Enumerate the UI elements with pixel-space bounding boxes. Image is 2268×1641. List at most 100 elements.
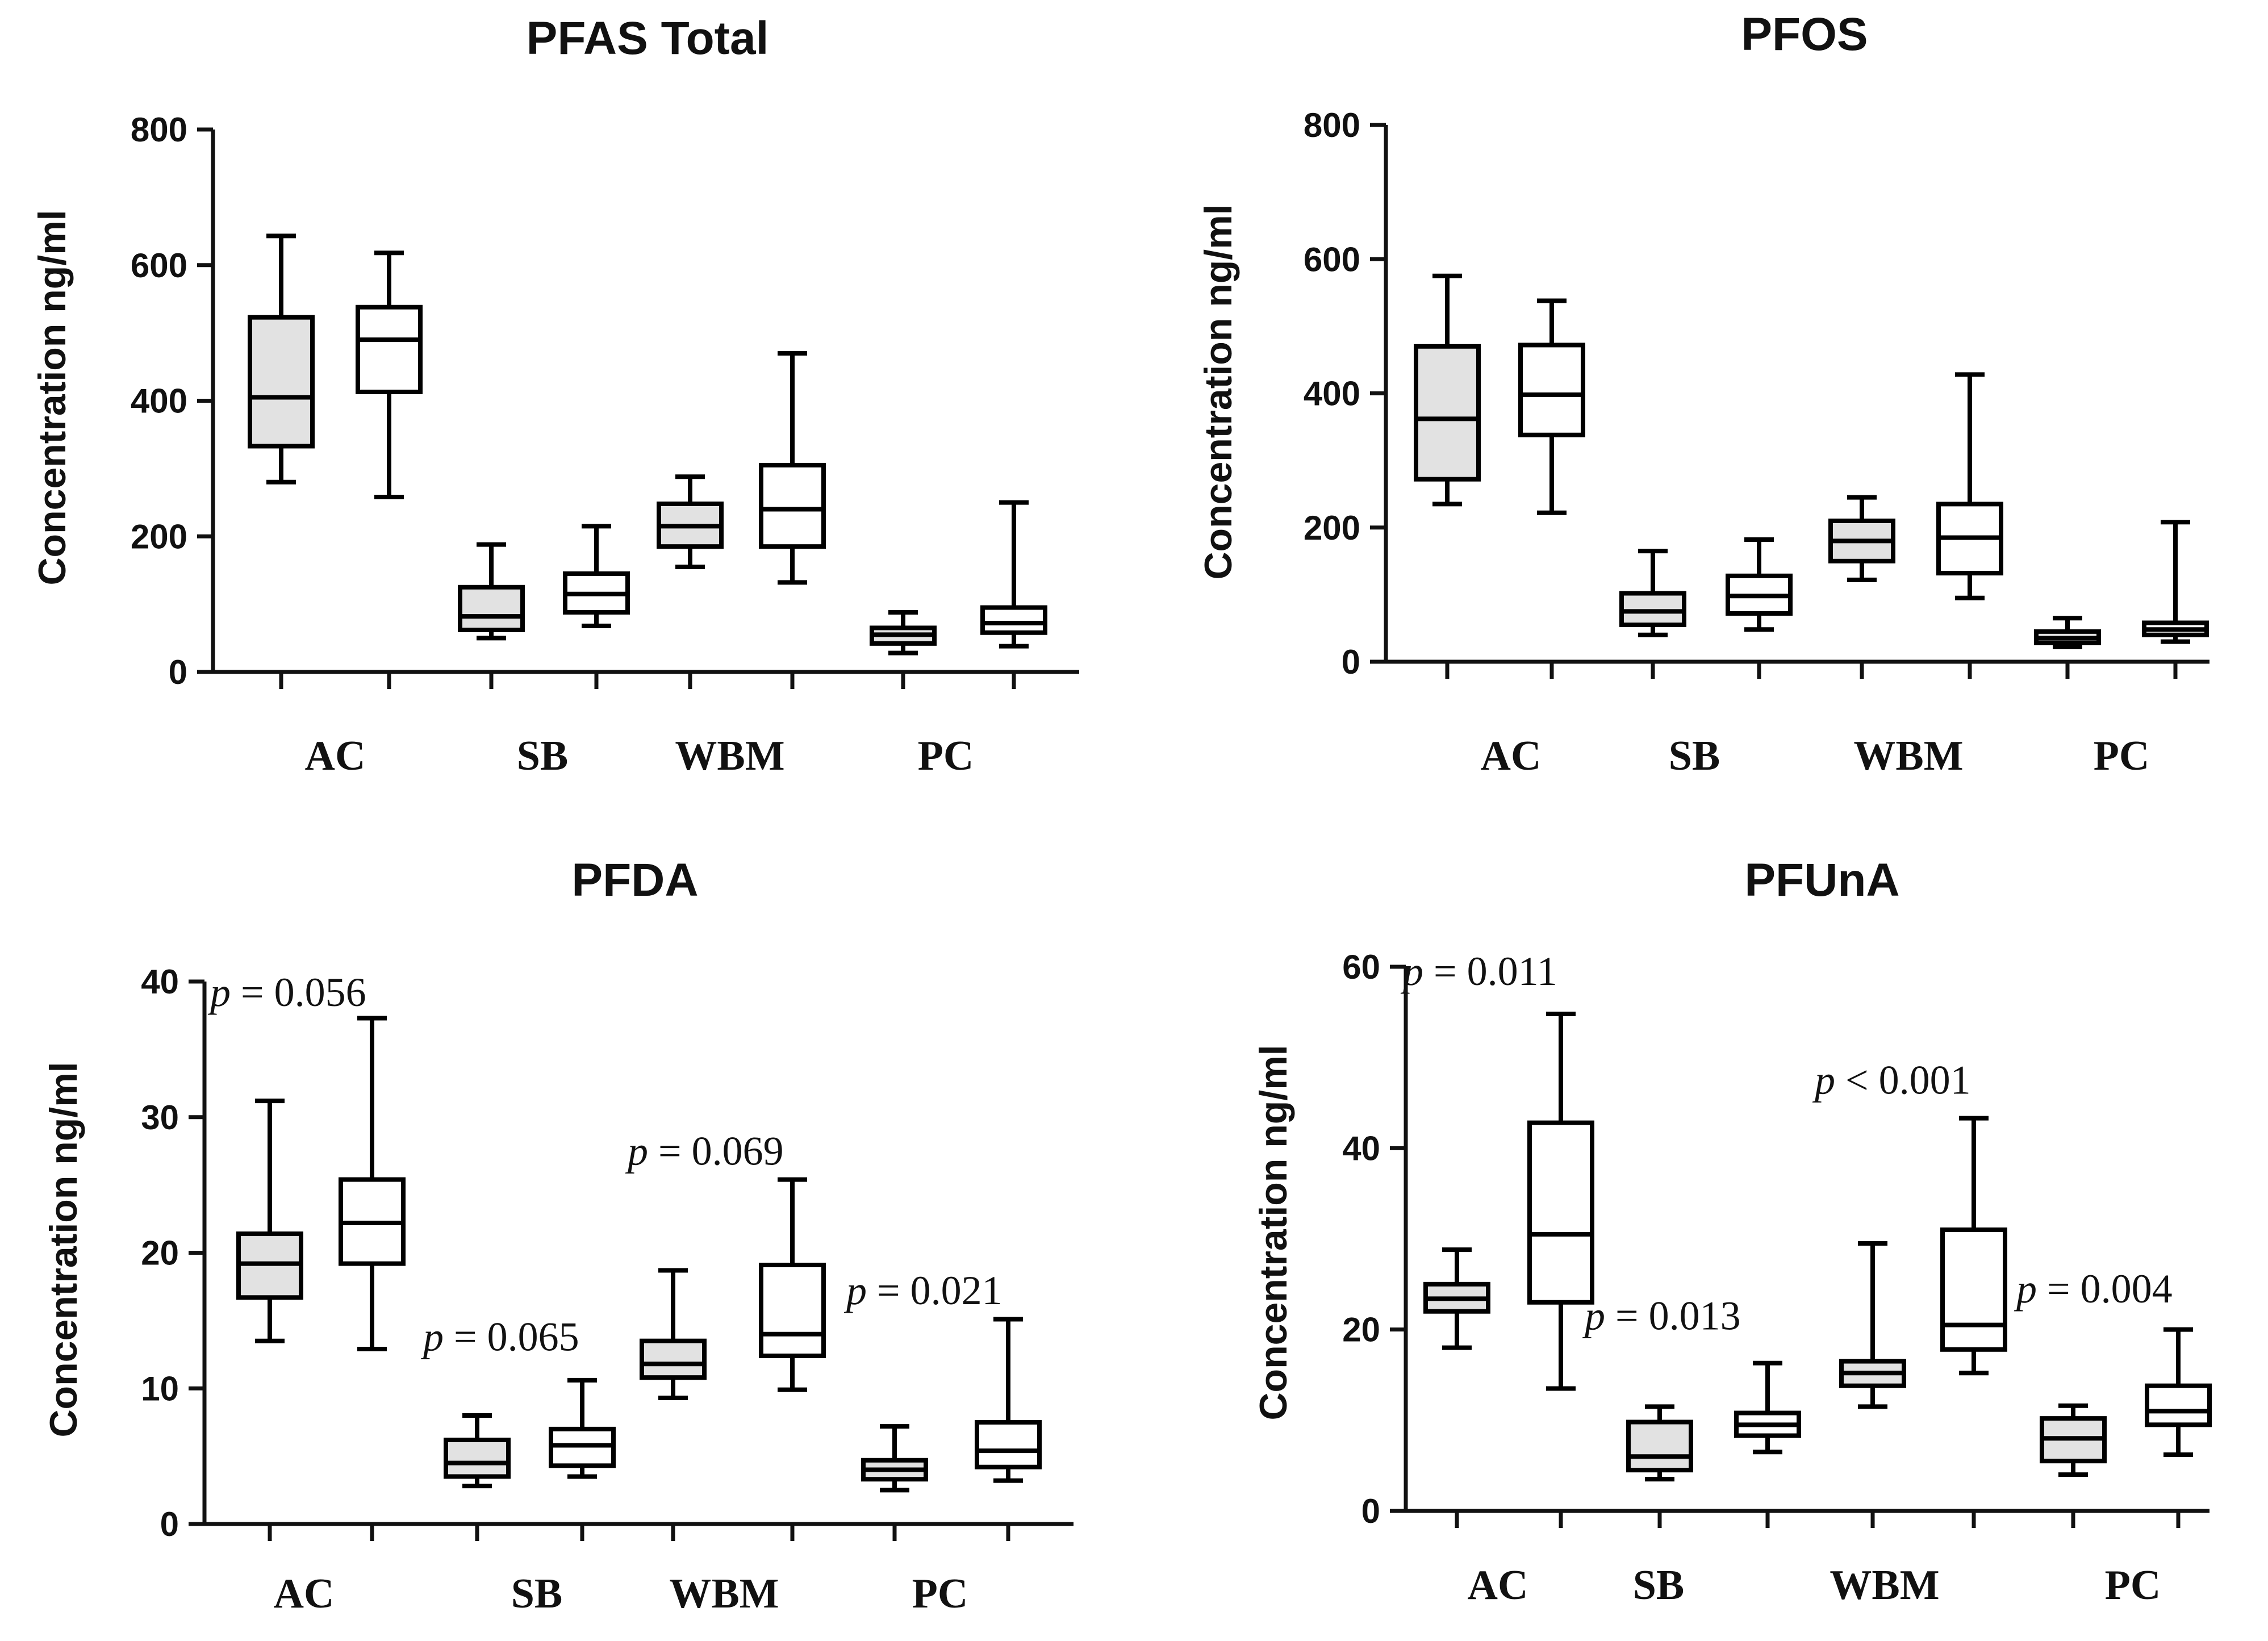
panel-pfda-box-wbm-group2-iqr [759,1262,826,1358]
panel-pfda-y-tick-label: 0 [160,1505,179,1543]
panel-pfas-total-box-ac-group1-iqr [248,315,315,449]
panel-pfos-box-pc-group2 [2142,520,2209,644]
panel-pfas-total-box-sb-group1-iqr [458,584,525,632]
panel-pfuna-box-ac-group2 [1527,1012,1594,1391]
panel-pfuna-y-tick-label: 20 [1342,1311,1380,1349]
panel-pfda: PFDA Concentration ng/ml 0 10 20 30 40 AC SB WBM P… [42,854,1074,1617]
panel-pfas-total-box-ac-group1 [248,233,315,485]
panel-pfos-box-ac-group2-iqr [1518,343,1585,437]
panel-pfas-total-x-label-wbm: WBM [675,733,784,779]
panel-pfda-p-value-annotation: p = 0.021 [843,1268,1003,1313]
panel-pfuna-p-value: = 0.004 [2037,1266,2173,1312]
panel-pfuna-p-symbol: p [1582,1293,1605,1339]
panel-pfda-p-symbol: p [420,1314,444,1359]
panel-pfas-total-box-ac-group2 [356,250,423,500]
panel-pfos-y-tick-label: 200 [1304,509,1360,547]
panel-pfda-box-sb-group1 [444,1413,511,1489]
panel-pfuna-box-sb-group1 [1626,1404,1693,1482]
panel-pfuna-box-pc-group2-iqr [2145,1383,2212,1427]
panel-pfda-box-wbm-group2 [759,1177,826,1392]
panel-pfda-box-sb-group2 [549,1377,616,1479]
panel-pfda-box-ac-group2 [339,1016,406,1352]
panel-pfas-total-box-wbm-group2-iqr [759,462,826,549]
panel-pfuna-box-pc-group2 [2145,1327,2212,1458]
panel-pfda-box-sb-group1-iqr [444,1437,511,1479]
panel-pfas-total-y-tick-label: 400 [131,382,187,420]
panel-pfas-total-title: PFAS Total [527,12,769,64]
panel-pfuna-p-value-annotation: p = 0.013 [1582,1293,1741,1339]
panel-pfda-p-value: = 0.021 [867,1268,1003,1313]
panel-pfos-box-sb-group1-iqr [1619,591,1686,628]
panel-pfas-total-y-tick-label: 600 [131,247,187,285]
panel-pfda-p-symbol: p [843,1268,867,1313]
panel-pfda-x-label-wbm: WBM [669,1571,779,1617]
panel-pfas-total-x-label-sb: SB [517,733,569,779]
panel-pfos-x-label-ac: AC [1481,733,1542,779]
panel-pfos-box-sb-group1 [1619,549,1686,637]
panel-pfas-total-box-sb-group1 [458,542,525,641]
panel-pfda-p-symbol: p [207,970,231,1015]
panel-pfda-p-value-annotation: p = 0.069 [625,1128,784,1174]
panel-pfuna-x-label-wbm: WBM [1830,1562,1939,1609]
panel-pfda-x-label-sb: SB [511,1571,563,1617]
panel-pfda-p-value: = 0.065 [444,1314,579,1359]
panel-pfuna-p-symbol: p [1812,1058,1835,1103]
panel-pfos-x-label-pc: PC [2094,733,2150,779]
panel-pfos-box-wbm-group2 [1936,372,2003,600]
panel-pfuna-x-label-ac: AC [1468,1562,1528,1609]
panel-pfas-total-box-pc-group2-iqr [980,605,1047,635]
panel-pfda-box-ac-group1 [236,1099,303,1343]
panel-pfos-box-pc-group1 [2034,616,2101,650]
panel-pfuna-p-value-annotation: p = 0.011 [1400,949,1557,994]
panel-pfas-total-box-pc-group2 [980,500,1047,649]
panel-pfuna-box-ac-group2-iqr [1527,1120,1594,1305]
panel-pfuna-p-symbol: p [2014,1266,2037,1312]
panel-pfda-x-label-ac: AC [274,1571,335,1617]
panel-pfos: PFOS Concentration ng/ml 0 200 400 600 800 AC SB… [1197,9,2209,779]
panel-pfuna-box-sb-group2 [1734,1360,1801,1455]
panel-pfda-box-pc-group1 [861,1424,928,1493]
panel-pfas-total-y-tick-label: 200 [131,517,187,556]
panel-pfuna: PFUnA Concentration ng/ml 0 20 40 60 AC SB WBM PC… [1252,854,2212,1609]
panel-pfas-total: PFAS Total Concentration ng/ml 0 200 400 600 8… [31,12,1079,779]
panel-pfos-y-tick-label: 0 [1342,643,1360,681]
panel-pfos-box-wbm-group1 [1828,495,1895,582]
panel-pfuna-p-symbol: p [1400,949,1423,994]
panel-pfda-box-pc-group2-iqr [975,1419,1042,1469]
panel-pfos-y-tick-label: 600 [1304,240,1360,278]
panel-pfas-total-box-wbm-group1 [657,474,724,569]
panel-pfda-p-symbol: p [625,1128,648,1174]
panel-pfas-total-x-label-pc: PC [918,733,974,779]
panel-pfuna-p-value-annotation: p = 0.004 [2014,1266,2173,1312]
panel-pfas-total-box-ac-group2-iqr [356,304,423,394]
panel-pfas-total-y-axis-label: Concentration ng/ml [31,210,74,585]
panel-pfas-total-box-pc-group1 [870,609,937,655]
panel-pfuna-y-tick-label: 40 [1342,1129,1380,1167]
panel-pfos-box-sb-group2 [1726,537,1793,632]
panel-pfda-p-value-annotation: p = 0.065 [420,1314,579,1359]
panel-pfuna-box-wbm-group2 [1940,1116,2007,1376]
panel-pfuna-x-label-pc: PC [2105,1562,2161,1609]
panel-pfuna-box-wbm-group1 [1839,1241,1906,1409]
panel-pfos-title: PFOS [1741,9,1868,60]
panel-pfuna-box-ac-group1 [1423,1247,1490,1350]
panel-pfda-title: PFDA [571,854,698,906]
panel-pfuna-box-wbm-group2-iqr [1940,1227,2007,1352]
panel-pfda-p-value: = 0.056 [231,970,366,1015]
panel-pfuna-title: PFUnA [1744,854,1899,906]
panel-pfas-total-y-tick-label: 800 [131,111,187,149]
panel-pfuna-y-tick-label: 0 [1361,1492,1380,1530]
panel-pfda-y-tick-label: 10 [141,1369,179,1408]
panel-pfas-total-box-sb-group2 [563,524,630,628]
panel-pfuna-p-value-annotation: p < 0.001 [1812,1058,1971,1103]
panel-pfda-y-tick-label: 40 [141,963,179,1001]
panel-pfuna-box-pc-group1 [2040,1403,2107,1477]
panel-pfas-total-box-wbm-group2 [759,350,826,585]
panel-pfos-box-ac-group1 [1414,273,1481,507]
panel-pfuna-p-value: = 0.011 [1423,949,1557,994]
panel-pfda-y-axis-label: Concentration ng/ml [42,1062,85,1437]
panel-pfos-y-tick-label: 400 [1304,375,1360,413]
panel-pfas-total-x-label-ac: AC [305,733,366,779]
panel-pfos-y-tick-label: 800 [1304,106,1360,144]
